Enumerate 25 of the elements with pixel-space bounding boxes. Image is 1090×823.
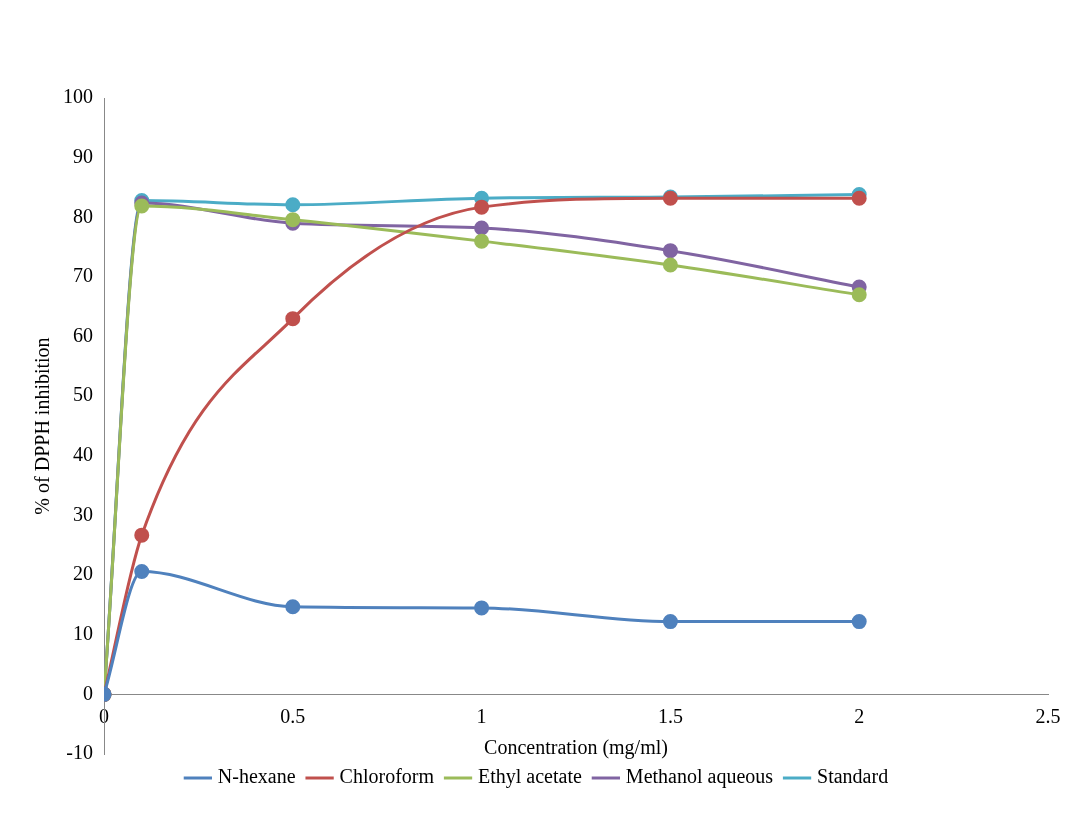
y-tick-label: 10 <box>73 621 93 644</box>
y-tick-label: 60 <box>73 323 93 346</box>
y-tick-label: 20 <box>73 562 93 585</box>
legend-label: Methanol aqueous <box>625 765 774 789</box>
x-tick-label: 0 <box>99 704 109 727</box>
y-tick-label: 70 <box>73 264 93 287</box>
x-tick-label: 2 <box>854 704 865 727</box>
y-axis-title: % of DPPH inhibition <box>31 337 54 515</box>
y-tick-label: 90 <box>73 144 93 167</box>
y-tick-label: 50 <box>73 383 93 406</box>
y-tick-label: 80 <box>73 204 93 227</box>
x-tick-label: 1 <box>476 704 487 727</box>
y-tick-label: 30 <box>73 502 93 525</box>
x-axis-title: Concentration (mg/ml) <box>484 735 668 759</box>
y-tick-label: -10 <box>66 741 93 764</box>
legend-label: Ethyl acetate <box>478 765 582 789</box>
y-tick-label: 40 <box>73 443 93 466</box>
legend-label: Chloroform <box>339 765 435 788</box>
x-tick-label: 0.5 <box>280 704 306 727</box>
y-tick-label: 0 <box>83 681 93 704</box>
y-tick-label: 100 <box>63 85 93 108</box>
legend-label: Standard <box>817 765 889 788</box>
x-tick-label: 2.5 <box>1035 704 1061 727</box>
legend-label: N-hexane <box>217 765 296 788</box>
x-tick-label: 1.5 <box>657 704 683 727</box>
